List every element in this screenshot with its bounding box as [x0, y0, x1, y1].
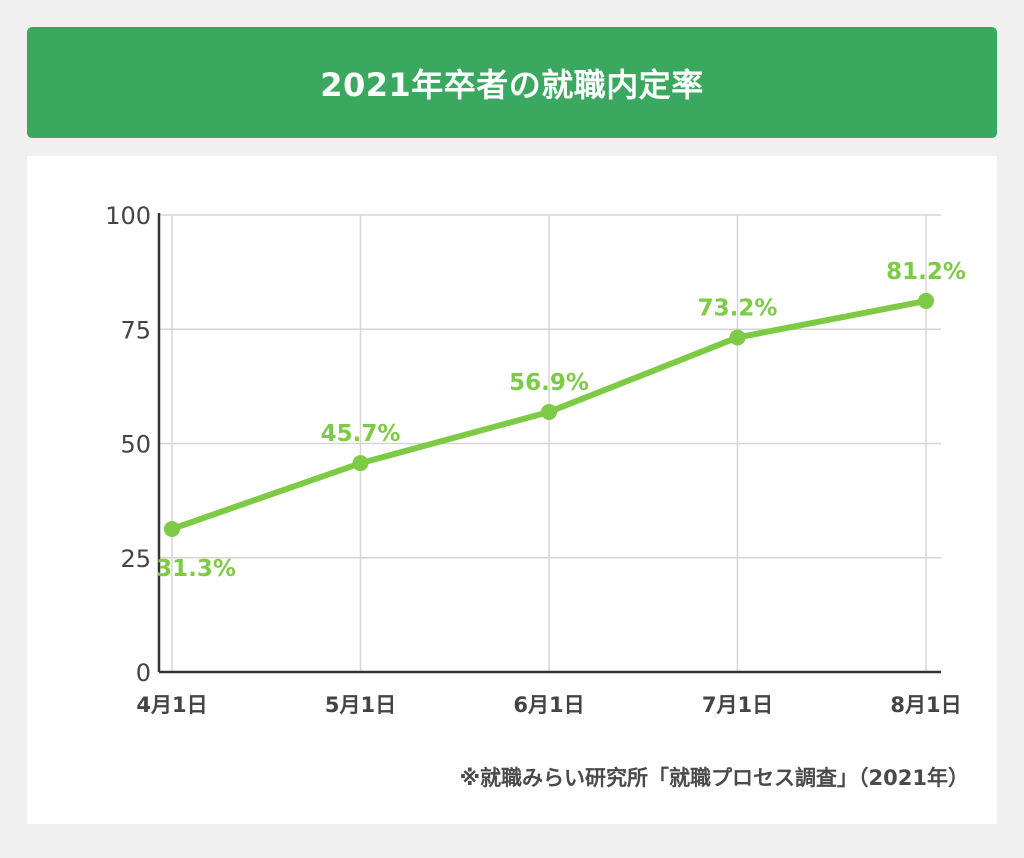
- x-tick-label: 5月1日: [325, 693, 396, 717]
- axes: 0 25 50 75 100 4月1日 5月1日 6月1日 7月1日 8月1日: [105, 202, 961, 717]
- data-label: 45.7%: [321, 421, 401, 447]
- data-point: [164, 520, 180, 537]
- data-point: [729, 329, 746, 346]
- data-label: 81.2%: [886, 259, 966, 285]
- chart-panel: 0 25 50 75 100 4月1日 5月1日 6月1日 7月1日 8月1日 31.3% 45.7…: [27, 156, 997, 824]
- y-tick-label: 25: [120, 545, 151, 573]
- chart-title-banner: 2021年卒者の就職内定率: [27, 27, 997, 138]
- series: [164, 292, 934, 537]
- data-label: 56.9%: [509, 370, 589, 396]
- grid: [159, 214, 941, 672]
- y-tick-label: 75: [120, 316, 151, 344]
- data-point: [918, 292, 934, 309]
- line-chart: 0 25 50 75 100 4月1日 5月1日 6月1日 7月1日 8月1日 31.3% 45.7…: [105, 202, 966, 717]
- y-tick-label: 0: [136, 659, 151, 687]
- chart-title: 2021年卒者の就職内定率: [320, 65, 704, 104]
- x-tick-label: 7月1日: [702, 693, 773, 717]
- x-tick-label: 4月1日: [136, 693, 207, 717]
- data-label: 31.3%: [156, 556, 236, 582]
- x-tick-label: 8月1日: [890, 693, 961, 717]
- data-labels: 31.3% 45.7% 56.9% 73.2% 81.2%: [156, 259, 966, 582]
- data-label: 73.2%: [698, 295, 778, 321]
- data-point: [352, 455, 369, 472]
- y-tick-label: 50: [120, 431, 151, 459]
- x-tick-label: 6月1日: [513, 693, 584, 717]
- y-tick-label: 100: [105, 202, 151, 230]
- source-note: ※就職みらい研究所「就職プロセス調査」（2021年）: [459, 766, 969, 790]
- data-point: [541, 403, 557, 420]
